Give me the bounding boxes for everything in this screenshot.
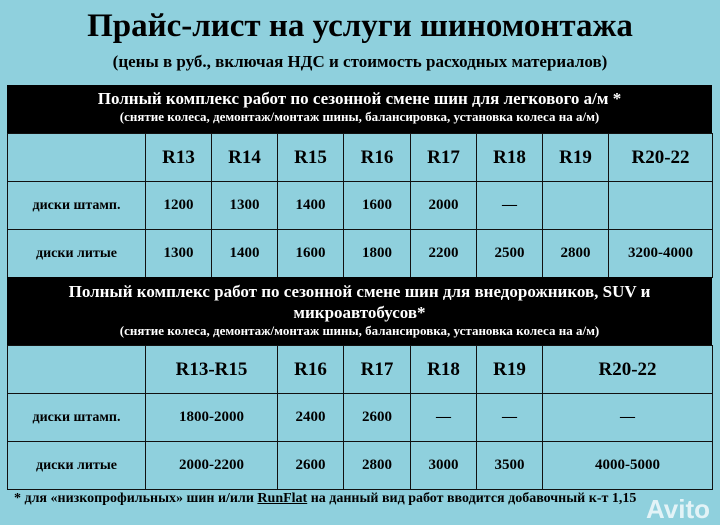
footnote-prefix: * для «низкопрофильных» шин и/или bbox=[14, 491, 258, 506]
price-cell: 2500 bbox=[476, 229, 543, 278]
price-cell bbox=[608, 181, 713, 230]
section2-heading: Полный комплекс работ по сезонной смене … bbox=[68, 282, 651, 322]
table-row: диски штамп. 1800-2000 2400 2600 — — — bbox=[7, 393, 713, 442]
column-header: R17 bbox=[410, 133, 477, 182]
price-cell: 2000 bbox=[410, 181, 477, 230]
column-header: R13 bbox=[145, 133, 212, 182]
row-label: диски штамп. bbox=[7, 393, 146, 442]
price-cell: 3500 bbox=[476, 441, 543, 490]
column-header: R19 bbox=[542, 133, 609, 182]
price-cell: — bbox=[476, 393, 543, 442]
passenger-price-table: R13 R14 R15 R16 R17 R18 R19 R20-22 диски… bbox=[7, 133, 713, 278]
table-header-row: R13 R14 R15 R16 R17 R18 R19 R20-22 bbox=[7, 133, 713, 182]
footnote-runflat: RunFlat bbox=[257, 491, 308, 506]
price-cell: 1800-2000 bbox=[145, 393, 278, 442]
price-cell bbox=[542, 181, 609, 230]
table-row: диски штамп. 1200 1300 1400 1600 2000 — bbox=[7, 181, 713, 230]
price-cell: — bbox=[542, 393, 713, 442]
footnote-suffix: на данный вид работ вводится добавочный … bbox=[307, 491, 637, 506]
column-header: R20-22 bbox=[542, 345, 713, 394]
price-cell: 1300 bbox=[145, 229, 212, 278]
page-title: Прайс-лист на услуги шиномонтажа bbox=[87, 8, 633, 44]
row-label: диски литые bbox=[7, 229, 146, 278]
table-row: диски литые 1300 1400 1600 1800 2200 250… bbox=[7, 229, 713, 278]
section1-note: (снятие колеса, демонтаж/монтаж шины, ба… bbox=[119, 109, 600, 124]
table-row: диски литые 2000-2200 2600 2800 3000 350… bbox=[7, 441, 713, 490]
section2-note: (снятие колеса, демонтаж/монтаж шины, ба… bbox=[119, 323, 600, 338]
section1-heading: Полный комплекс работ по сезонной смене … bbox=[97, 89, 622, 108]
price-cell: 1200 bbox=[145, 181, 212, 230]
column-header: R19 bbox=[476, 345, 543, 394]
avito-watermark: Avito bbox=[645, 494, 710, 524]
price-cell: 3000 bbox=[410, 441, 477, 490]
page-subtitle: (цены в руб., включая НДС и стоимость ра… bbox=[112, 52, 608, 71]
column-header: R17 bbox=[343, 345, 411, 394]
price-cell: 2200 bbox=[410, 229, 477, 278]
price-cell: 2600 bbox=[277, 441, 344, 490]
price-cell: 4000-5000 bbox=[542, 441, 713, 490]
price-cell: — bbox=[476, 181, 543, 230]
price-cell: 2000-2200 bbox=[145, 441, 278, 490]
column-header: R18 bbox=[476, 133, 543, 182]
column-header: R15 bbox=[277, 133, 344, 182]
price-cell: 2800 bbox=[542, 229, 609, 278]
row-label: диски литые bbox=[7, 441, 146, 490]
price-cell: 2600 bbox=[343, 393, 411, 442]
suv-price-table: R13-R15 R16 R17 R18 R19 R20-22 диски шта… bbox=[7, 345, 713, 490]
price-cell: — bbox=[410, 393, 477, 442]
price-cell: 1600 bbox=[277, 229, 344, 278]
price-cell: 1400 bbox=[277, 181, 344, 230]
price-cell: 2400 bbox=[277, 393, 344, 442]
price-cell: 1300 bbox=[211, 181, 278, 230]
price-cell: 1800 bbox=[343, 229, 411, 278]
column-header: R20-22 bbox=[608, 133, 713, 182]
section2-header: Полный комплекс работ по сезонной смене … bbox=[7, 277, 712, 345]
price-cell: 2800 bbox=[343, 441, 411, 490]
row-label: диски штамп. bbox=[7, 181, 146, 230]
column-header: R14 bbox=[211, 133, 278, 182]
column-header: R18 bbox=[410, 345, 477, 394]
price-cell: 1400 bbox=[211, 229, 278, 278]
column-header: R16 bbox=[343, 133, 411, 182]
section1-header: Полный комплекс работ по сезонной смене … bbox=[7, 85, 712, 133]
column-header: R13-R15 bbox=[145, 345, 278, 394]
column-header: R16 bbox=[277, 345, 344, 394]
price-cell: 1600 bbox=[343, 181, 411, 230]
table-header-row: R13-R15 R16 R17 R18 R19 R20-22 bbox=[7, 345, 713, 394]
price-cell: 3200-4000 bbox=[608, 229, 713, 278]
footnote: * для «низкопрофильных» шин и/или RunFla… bbox=[14, 491, 636, 507]
